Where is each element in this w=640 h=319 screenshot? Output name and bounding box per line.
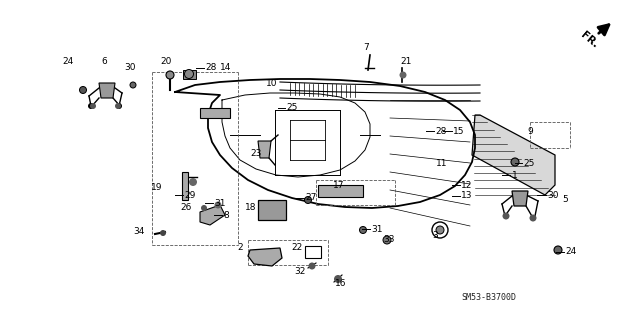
Text: 11: 11 [436,160,447,168]
Text: 32: 32 [294,268,306,277]
Circle shape [511,158,519,166]
Circle shape [432,222,448,238]
Text: 28: 28 [435,127,446,136]
Text: 25: 25 [523,159,534,167]
Text: 12: 12 [461,181,472,189]
Circle shape [436,226,444,234]
Circle shape [79,86,86,93]
Circle shape [214,202,221,209]
Text: 24: 24 [565,248,576,256]
Circle shape [189,178,197,186]
Polygon shape [472,115,555,195]
Circle shape [305,197,312,204]
Polygon shape [258,141,271,158]
Circle shape [502,212,509,219]
Text: 25: 25 [286,103,298,113]
Polygon shape [99,83,115,98]
Text: FR.: FR. [579,30,600,50]
Text: 27: 27 [305,194,316,203]
Circle shape [554,246,562,254]
Text: 16: 16 [335,279,346,288]
Circle shape [360,226,367,234]
Text: 23: 23 [250,149,261,158]
Text: 31: 31 [371,225,383,234]
Text: 2: 2 [237,243,243,253]
Circle shape [166,71,174,79]
Text: 17: 17 [333,182,344,190]
Text: 9: 9 [527,127,533,136]
Text: 30: 30 [547,190,559,199]
Text: 21: 21 [400,57,412,66]
Bar [318,185,363,197]
Text: 14: 14 [220,63,232,72]
Text: 31: 31 [214,198,225,207]
Circle shape [334,275,342,283]
Bar [200,108,230,118]
Circle shape [184,70,193,78]
Text: 13: 13 [461,191,472,201]
Polygon shape [183,70,196,79]
Text: 10: 10 [266,78,277,87]
Text: SM53-B3700D: SM53-B3700D [461,293,516,301]
Text: 26: 26 [180,204,192,212]
Text: 5: 5 [562,196,568,204]
Text: 20: 20 [160,57,172,66]
Bar [305,246,321,258]
Circle shape [308,263,316,270]
Circle shape [130,82,136,88]
Circle shape [90,103,96,109]
Text: 3: 3 [432,231,438,240]
Text: 7: 7 [363,43,369,53]
Text: 24: 24 [62,57,73,66]
Text: 6: 6 [101,57,107,66]
Circle shape [529,214,536,221]
Circle shape [383,236,391,244]
Polygon shape [182,172,188,200]
Text: 18: 18 [244,204,256,212]
Circle shape [201,205,207,211]
Text: 34: 34 [134,227,145,236]
Text: 19: 19 [150,183,162,192]
Text: 8: 8 [223,211,228,219]
Text: 30: 30 [124,63,136,72]
Circle shape [116,103,122,109]
Circle shape [399,71,406,78]
Circle shape [160,230,166,236]
Polygon shape [248,248,282,266]
Text: 33: 33 [383,235,394,244]
Text: 29: 29 [184,190,195,199]
Polygon shape [200,205,225,225]
Text: 22: 22 [292,243,303,253]
Text: 28: 28 [205,63,216,72]
Text: 15: 15 [453,127,465,136]
Circle shape [115,103,121,109]
Bar [258,200,286,220]
Text: 1: 1 [512,170,518,180]
Circle shape [88,103,94,109]
Polygon shape [512,191,528,206]
